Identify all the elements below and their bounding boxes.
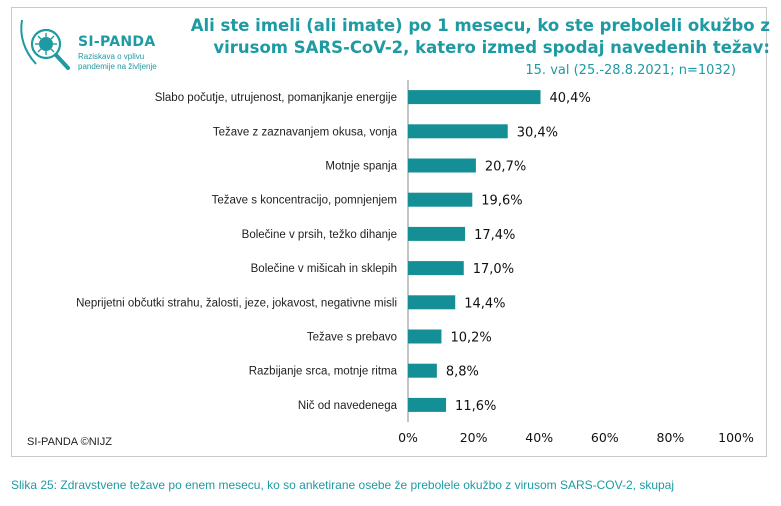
chart-title: Ali ste imeli (ali imate) po 1 mesecu, k… (190, 16, 770, 57)
category-label: Težave s koncentracijo, pomnjenjem (212, 195, 397, 207)
virus-magnifier-icon (20, 19, 70, 70)
data-label: 8,8% (446, 365, 479, 380)
data-label: 40,4% (550, 91, 591, 106)
figure-caption: Slika 25: Zdravstvene težave po enem mes… (11, 478, 675, 492)
chart-subtitle: 15. val (25.-28.8.2021; n=1032) (525, 63, 736, 78)
bar (408, 329, 442, 344)
data-label: 30,4% (517, 125, 558, 140)
bar (408, 261, 464, 276)
data-label: 17,4% (474, 228, 515, 243)
x-tick-label: 100% (718, 430, 754, 445)
data-label: 11,6% (455, 399, 496, 414)
category-label: Nič od navedenega (298, 400, 398, 412)
credit-text: SI-PANDA ©NIJZ (27, 436, 112, 448)
logo-title: SI-PANDA (78, 34, 156, 50)
bar (408, 124, 508, 139)
category-label: Razbijanje srca, motnje ritma (249, 366, 398, 378)
category-label: Motnje spanja (325, 161, 397, 173)
logo-subtitle: Raziskava o vplivu pandemije na življenj… (78, 52, 157, 71)
bar (408, 363, 437, 378)
data-label: 19,6% (481, 194, 522, 209)
category-label: Bolečine v prsih, težko dihanje (242, 229, 397, 241)
data-label: 10,2% (450, 331, 491, 346)
bar (408, 90, 541, 105)
data-label: 17,0% (473, 262, 514, 277)
x-tick-label: 80% (657, 430, 685, 445)
x-tick-label: 0% (398, 430, 418, 445)
bar (408, 192, 473, 207)
category-label: Težave s prebavo (307, 332, 397, 344)
bar (408, 158, 476, 173)
x-tick-label: 60% (591, 430, 619, 445)
bar (408, 295, 456, 310)
x-tick-label: 40% (525, 430, 553, 445)
category-label: Slabo počutje, utrujenost, pomanjkanje e… (155, 92, 397, 104)
bar (408, 226, 466, 241)
data-label: 20,7% (485, 160, 526, 175)
data-label: 14,4% (464, 296, 505, 311)
category-label: Neprijetni občutki strahu, žalosti, jeze… (76, 297, 397, 309)
category-label: Težave z zaznavanjem okusa, vonja (213, 126, 398, 138)
chart-frame (11, 7, 767, 457)
category-label: Bolečine v mišicah in sklepih (251, 263, 397, 275)
x-tick-label: 20% (460, 430, 488, 445)
bar (408, 397, 447, 412)
si-panda-logo: SI-PANDA Raziskava o vplivu pandemije na… (16, 14, 166, 76)
